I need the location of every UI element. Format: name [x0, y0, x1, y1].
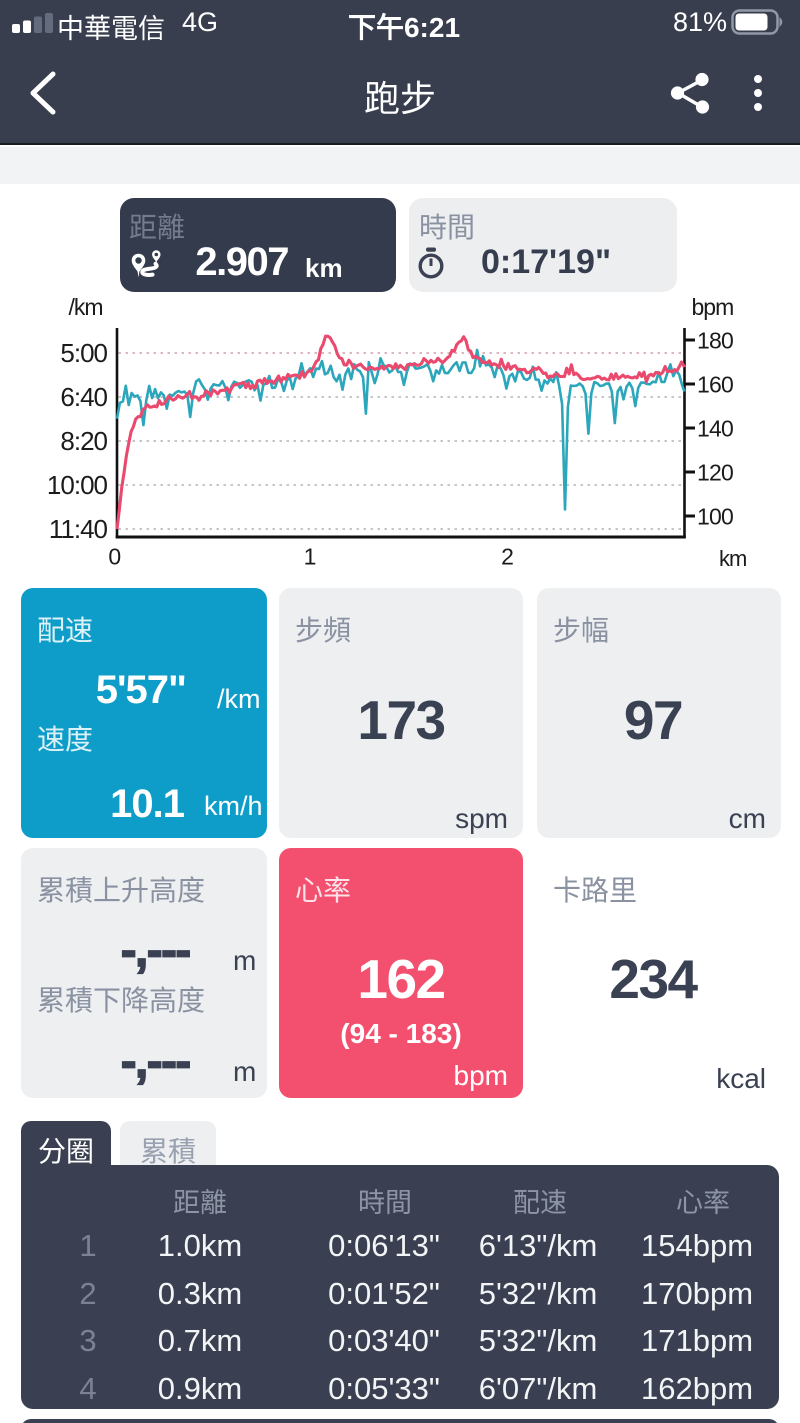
svg-text:1: 1 — [304, 544, 317, 570]
svg-text:140: 140 — [697, 416, 733, 442]
svg-text:11:40: 11:40 — [49, 514, 108, 544]
svg-text:bpm: bpm — [692, 294, 734, 320]
svg-text:2: 2 — [501, 544, 514, 570]
svg-text:6:40: 6:40 — [60, 382, 107, 412]
svg-text:120: 120 — [697, 460, 733, 486]
svg-text:160: 160 — [697, 372, 733, 398]
svg-text:/km: /km — [69, 294, 103, 320]
svg-text:180: 180 — [697, 328, 733, 354]
svg-text:100: 100 — [697, 504, 733, 530]
svg-text:0: 0 — [108, 544, 121, 570]
svg-text:km: km — [719, 546, 746, 571]
svg-text:8:20: 8:20 — [60, 426, 107, 456]
svg-text:10:00: 10:00 — [47, 470, 108, 500]
svg-text:5:00: 5:00 — [60, 338, 107, 368]
